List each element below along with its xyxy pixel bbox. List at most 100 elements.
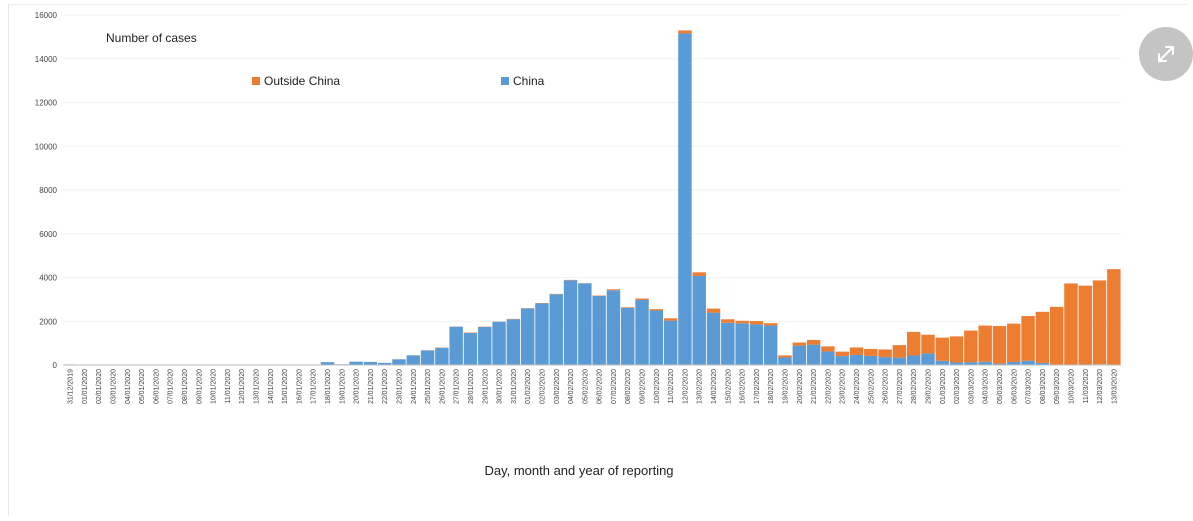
case-bar-chart: 0 2000 4000 6000 8000 10000 12000 14000 16000 31… [35, 11, 1121, 478]
bar-china [1007, 361, 1021, 365]
y-tick-label: 10000 [35, 142, 58, 151]
x-tick-label: 08/03/2020 [1040, 369, 1047, 404]
bar-china [735, 323, 749, 365]
x-tick-label: 13/01/2020 [254, 369, 261, 404]
bar-china [506, 319, 521, 365]
x-tick-label: 29/01/2020 [482, 369, 489, 404]
x-tick-label: 06/03/2020 [1011, 369, 1018, 404]
bar-outside-china [649, 309, 664, 311]
x-tick-label: 02/03/2020 [954, 369, 961, 404]
bar-outside-china [1107, 269, 1121, 365]
x-tick-label: 17/01/2020 [311, 369, 318, 404]
bar-china [749, 324, 764, 365]
bar-china [978, 361, 992, 365]
bar-china [864, 355, 878, 365]
bar-china [520, 308, 535, 365]
legend-swatch-outside-china [252, 77, 260, 85]
x-tick-label: 16/01/2020 [296, 369, 303, 404]
x-tick-label: 05/02/2020 [582, 369, 589, 404]
bars [63, 30, 1121, 366]
x-tick-label: 19/02/2020 [783, 369, 790, 404]
x-tick-label: 07/03/2020 [1026, 369, 1033, 404]
x-tick-label: 23/01/2020 [396, 369, 403, 404]
bar-outside-china [806, 339, 821, 345]
x-tick-label: 24/01/2020 [411, 369, 418, 404]
x-tick-label: 16/02/2020 [740, 369, 747, 404]
bar-china [563, 280, 578, 365]
x-tick-label: 03/03/2020 [968, 369, 975, 404]
bar-china [606, 290, 621, 365]
bar-china [349, 361, 363, 365]
bar-china [892, 357, 907, 365]
bar-outside-china [935, 337, 950, 361]
expand-button[interactable] [1139, 27, 1193, 81]
bar-china [392, 359, 406, 365]
x-axis-ticks: 31/12/2019 01/01/2020 02/01/2020 03/01/2020… [68, 369, 1119, 404]
bar-china [806, 344, 821, 365]
bar-china [549, 294, 563, 365]
bar-outside-china [878, 349, 892, 358]
bar-china [363, 361, 378, 365]
x-tick-label: 01/03/2020 [940, 369, 947, 404]
bar-china [492, 321, 506, 365]
x-axis-title: Day, month and year of reporting [484, 463, 673, 478]
x-tick-label: 11/02/2020 [668, 369, 675, 404]
y-tick-label: 14000 [35, 55, 58, 64]
x-tick-label: 14/01/2020 [268, 369, 275, 404]
bar-china [535, 303, 549, 365]
x-tick-label: 13/02/2020 [697, 369, 704, 404]
x-tick-label: 01/02/2020 [525, 369, 532, 404]
bar-outside-china [892, 345, 907, 358]
bar-china [935, 360, 950, 365]
bar-outside-china [921, 334, 935, 354]
x-tick-label: 23/02/2020 [840, 369, 847, 404]
x-tick-label: 18/02/2020 [768, 369, 775, 404]
x-tick-label: 14/02/2020 [711, 369, 718, 404]
x-tick-label: 29/02/2020 [925, 369, 932, 404]
bar-china [692, 275, 706, 365]
x-tick-label: 09/01/2020 [196, 369, 203, 404]
x-tick-label: 12/02/2020 [682, 369, 689, 404]
bar-china [420, 350, 435, 365]
bar-china [763, 325, 778, 365]
x-tick-label: 27/02/2020 [897, 369, 904, 404]
legend-label-outside-china: Outside China [264, 74, 340, 88]
x-tick-label: 06/02/2020 [597, 369, 604, 404]
bar-outside-china [964, 330, 978, 363]
x-tick-label: 21/02/2020 [811, 369, 818, 404]
bar-china [449, 326, 463, 365]
bar-outside-china [1007, 323, 1021, 362]
x-tick-label: 05/03/2020 [997, 369, 1004, 404]
bar-china [478, 326, 492, 365]
x-tick-label: 15/01/2020 [282, 369, 289, 404]
x-tick-label: 26/01/2020 [439, 369, 446, 404]
y-tick-label: 4000 [39, 274, 57, 283]
x-tick-label: 03/02/2020 [554, 369, 561, 404]
x-tick-label: 01/01/2020 [82, 369, 89, 404]
x-tick-label: 10/03/2020 [1068, 369, 1075, 404]
bar-china [878, 357, 892, 365]
x-tick-label: 09/03/2020 [1054, 369, 1061, 404]
bar-china [992, 363, 1007, 365]
bar-china [792, 345, 807, 365]
gridlines [63, 14, 1121, 322]
x-tick-label: 22/02/2020 [825, 369, 832, 404]
y-tick-label: 0 [53, 361, 58, 370]
bar-outside-china [1078, 285, 1092, 365]
bar-china [621, 307, 635, 365]
bar-outside-china [763, 323, 778, 326]
bar-outside-china [906, 331, 921, 356]
bar-china [721, 322, 735, 365]
bar-outside-china [678, 30, 692, 34]
bar-outside-china [692, 272, 706, 276]
expand-arrows-icon [1158, 46, 1174, 62]
x-tick-label: 28/02/2020 [911, 369, 918, 404]
x-tick-label: 03/01/2020 [111, 369, 118, 404]
x-tick-label: 31/12/2019 [68, 369, 75, 404]
bar-china [1021, 360, 1035, 365]
x-tick-label: 10/01/2020 [211, 369, 218, 404]
bar-china [649, 310, 664, 365]
bar-outside-china [978, 325, 992, 362]
x-tick-label: 08/02/2020 [625, 369, 632, 404]
bar-china [778, 357, 792, 365]
